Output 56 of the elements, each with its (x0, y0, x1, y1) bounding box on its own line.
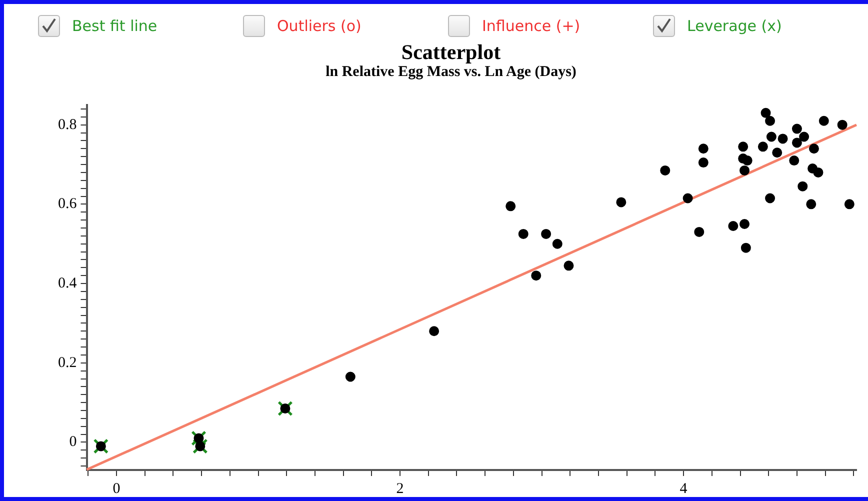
y-tick-label: 0.8 (58, 116, 77, 133)
point (93, 438, 109, 454)
point (345, 372, 356, 382)
point (552, 238, 562, 249)
point (698, 158, 708, 168)
text: Outliers (o) (277, 17, 362, 35)
point (616, 197, 626, 208)
point (682, 193, 693, 204)
point (772, 148, 782, 158)
point (541, 228, 552, 239)
point (766, 132, 776, 142)
point (278, 400, 293, 416)
point (506, 201, 516, 212)
point (765, 116, 776, 126)
point (837, 120, 848, 130)
y-tick-label: 0.6 (58, 196, 78, 212)
point (96, 441, 106, 452)
chart-title: Scatterplot (400, 40, 502, 64)
point (760, 108, 771, 118)
point (740, 219, 750, 230)
point (564, 260, 574, 271)
point (778, 134, 788, 144)
point (765, 193, 776, 204)
y-tick-label: 0.2 (58, 354, 77, 371)
point (799, 132, 810, 142)
point (792, 138, 802, 148)
point (758, 142, 768, 152)
text: Influence (+) (482, 17, 580, 35)
point (531, 270, 542, 281)
y-tick-label: 0.4 (58, 275, 78, 292)
point (813, 167, 824, 178)
x-tick-label: 4 (680, 480, 688, 497)
point (280, 404, 290, 414)
point (844, 199, 854, 210)
chart-subtitle: ln Relative Egg Mass vs. Ln Age (Days) (324, 64, 578, 81)
point (798, 181, 808, 192)
x-tick-label: 2 (396, 480, 404, 497)
point (818, 116, 829, 126)
point (806, 199, 816, 210)
point (740, 242, 751, 253)
legend-label: Best fit line (72, 17, 158, 35)
point (694, 226, 704, 237)
point (660, 165, 670, 176)
point (742, 156, 752, 166)
point (792, 124, 802, 134)
legend-label: Leverage (x) (687, 17, 782, 35)
x-tick-label: 0 (112, 480, 120, 497)
point (518, 228, 528, 239)
point (728, 221, 738, 232)
point (808, 144, 819, 154)
y-tick-label: 0 (69, 434, 77, 450)
point (698, 144, 708, 154)
point (789, 156, 800, 166)
point (429, 326, 440, 336)
point (740, 165, 750, 176)
point (738, 142, 748, 152)
